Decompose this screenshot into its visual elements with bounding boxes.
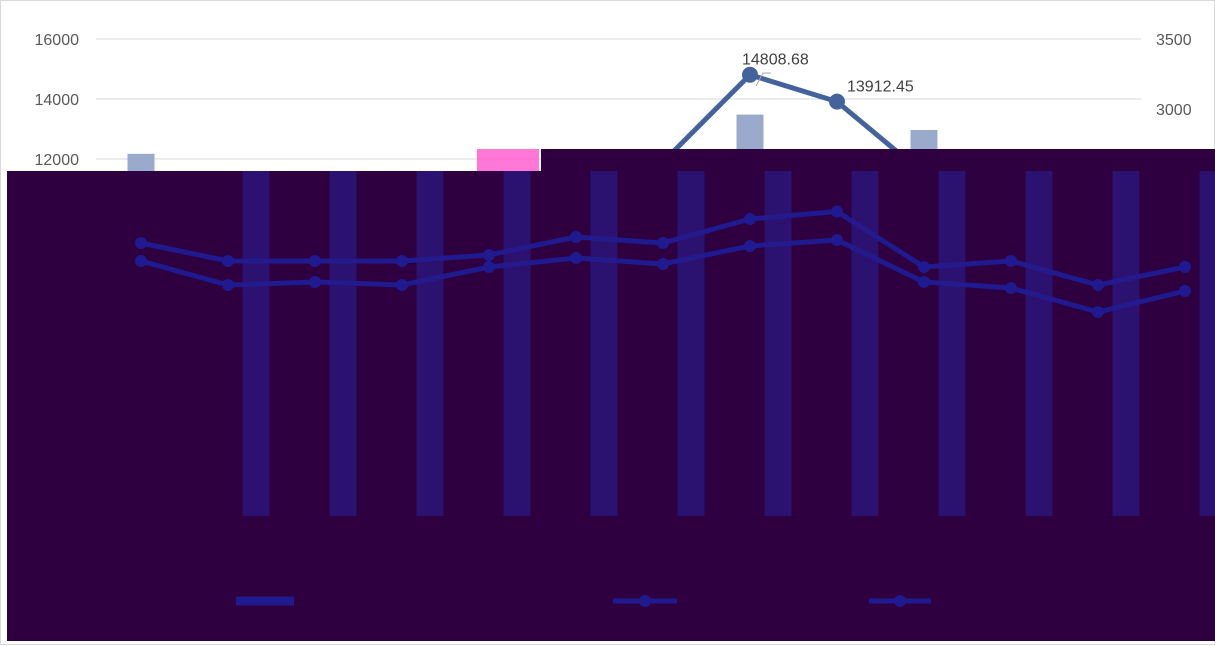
data-label: 13912.45 bbox=[847, 79, 914, 96]
bar bbox=[1113, 171, 1140, 516]
series-point bbox=[918, 276, 930, 288]
left-tick-label: 12000 bbox=[35, 152, 80, 169]
series-point bbox=[135, 255, 147, 267]
bar bbox=[1200, 171, 1215, 516]
series-point bbox=[829, 94, 845, 110]
gridlines bbox=[96, 39, 1141, 159]
dark-overlay-band bbox=[541, 149, 1215, 173]
legend-marker bbox=[639, 595, 651, 607]
bar bbox=[1026, 171, 1053, 516]
bar bbox=[678, 171, 705, 516]
series-point bbox=[396, 279, 408, 291]
series-point bbox=[742, 67, 758, 83]
series-point bbox=[657, 237, 669, 249]
series-point bbox=[744, 213, 756, 225]
series-point bbox=[1005, 282, 1017, 294]
series-point bbox=[1092, 279, 1104, 291]
left-axis-ticks: 16000 14000 12000 bbox=[35, 32, 80, 169]
bar bbox=[591, 171, 618, 516]
bar bbox=[852, 171, 879, 516]
series-point bbox=[1179, 261, 1191, 273]
left-tick-label: 14000 bbox=[35, 92, 80, 109]
bar bbox=[939, 171, 966, 516]
series-point bbox=[222, 255, 234, 267]
pink-glitch-patch bbox=[477, 149, 539, 171]
data-label: 14808.68 bbox=[742, 52, 809, 69]
series-point bbox=[657, 258, 669, 270]
series-point bbox=[1005, 255, 1017, 267]
legend-marker bbox=[894, 595, 906, 607]
left-tick-label: 16000 bbox=[35, 32, 80, 49]
right-axis-ticks: 3500 3000 bbox=[1156, 32, 1192, 119]
series-point bbox=[222, 279, 234, 291]
bar bbox=[765, 171, 792, 516]
series-point bbox=[309, 276, 321, 288]
series-point bbox=[1092, 306, 1104, 318]
series-point bbox=[831, 206, 843, 218]
series-point bbox=[135, 237, 147, 249]
series-point bbox=[396, 255, 408, 267]
series-point bbox=[309, 255, 321, 267]
series-point bbox=[744, 240, 756, 252]
series-point bbox=[831, 234, 843, 246]
bar bbox=[330, 171, 357, 516]
right-tick-label: 3500 bbox=[1156, 32, 1192, 49]
series-point bbox=[570, 252, 582, 264]
series-point bbox=[1179, 285, 1191, 297]
bar bbox=[417, 171, 444, 516]
series-point bbox=[483, 261, 495, 273]
series-point bbox=[918, 261, 930, 273]
series-point bbox=[570, 231, 582, 243]
series-point bbox=[483, 249, 495, 261]
bar bbox=[243, 171, 270, 516]
right-tick-label: 3000 bbox=[1156, 102, 1192, 119]
bar bbox=[504, 171, 531, 516]
